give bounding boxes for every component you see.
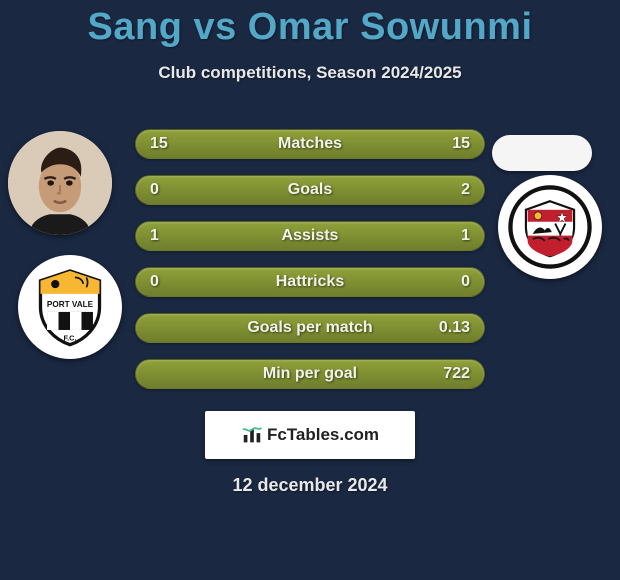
chart-icon	[241, 424, 263, 446]
attribution-text: FcTables.com	[267, 425, 379, 445]
stat-label: Hattricks	[136, 273, 484, 291]
stat-row-matches: 15 Matches 15	[135, 129, 485, 159]
page-subtitle: Club competitions, Season 2024/2025	[0, 63, 620, 83]
attribution-badge[interactable]: FcTables.com	[205, 411, 415, 459]
stat-label: Assists	[136, 227, 484, 245]
stat-row-goals-per-match: Goals per match 0.13	[135, 313, 485, 343]
attribution-prefix: Fc	[267, 425, 287, 444]
stat-right-value: 1	[461, 227, 470, 245]
stat-right-value: 15	[452, 135, 470, 153]
svg-text:PORT VALE: PORT VALE	[47, 300, 94, 309]
player-right-avatar-placeholder	[492, 135, 592, 171]
stat-row-goals: 0 Goals 2	[135, 175, 485, 205]
stat-row-hattricks: 0 Hattricks 0	[135, 267, 485, 297]
comparison-panel: PORT VALE F.C.	[0, 113, 620, 393]
stat-label: Goals	[136, 181, 484, 199]
stat-left-value: 0	[150, 273, 159, 291]
svg-text:F.C.: F.C.	[63, 334, 76, 343]
club-left-badge: PORT VALE F.C.	[18, 255, 122, 359]
stat-right-value: 2	[461, 181, 470, 199]
stat-right-value: 722	[443, 365, 470, 383]
page-title: Sang vs Omar Sowunmi	[0, 0, 620, 49]
player-left-avatar	[8, 131, 112, 235]
date-label: 12 december 2024	[0, 475, 620, 496]
stat-right-value: 0.13	[439, 319, 470, 337]
stat-label: Goals per match	[136, 319, 484, 337]
stat-bars: 15 Matches 15 0 Goals 2 1 Assists 1 0 Ha…	[135, 129, 485, 405]
stat-right-value: 0	[461, 273, 470, 291]
stat-left-value: 1	[150, 227, 159, 245]
stat-left-value: 0	[150, 181, 159, 199]
stat-row-assists: 1 Assists 1	[135, 221, 485, 251]
attribution-suffix: Tables.com	[287, 425, 379, 444]
stat-row-min-per-goal: Min per goal 722	[135, 359, 485, 389]
stat-label: Matches	[136, 135, 484, 153]
stat-label: Min per goal	[136, 365, 484, 383]
club-right-badge	[498, 175, 602, 279]
stat-left-value: 15	[150, 135, 168, 153]
